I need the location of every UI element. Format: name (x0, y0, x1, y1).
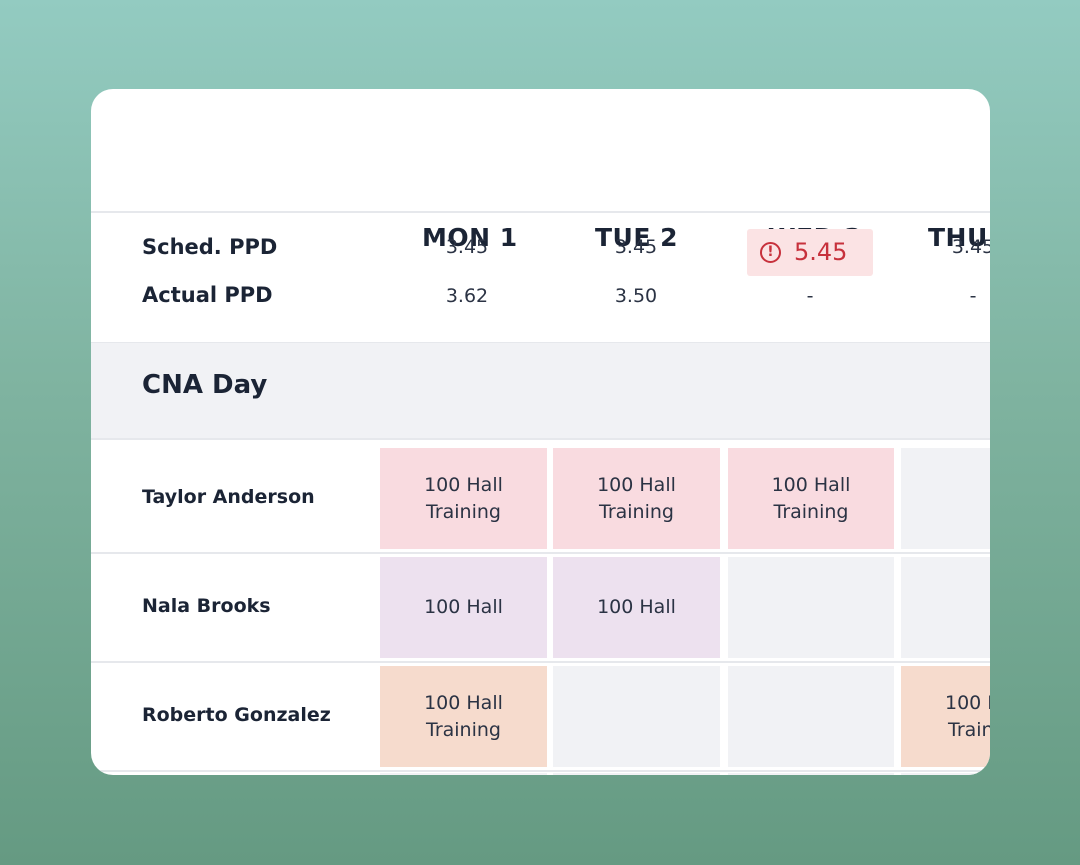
section-divider-bottom (91, 438, 990, 440)
schedule-card: MON 1 TUE 2 WED 3 THU Sched. PPD Actual … (91, 89, 990, 775)
shift-cell[interactable]: 100 Hall (380, 557, 547, 658)
empty-shift-cell[interactable] (553, 666, 720, 767)
staff-name-taylor-anderson[interactable]: Taylor Anderson (142, 486, 315, 508)
sched-ppd-wed: 5.45 (794, 238, 848, 266)
section-title: CNA Day (142, 370, 268, 400)
day-header-tue[interactable]: TUE 2 (595, 223, 679, 252)
shift-cell[interactable]: 100 Hall Training (380, 448, 547, 549)
row-divider (91, 770, 990, 772)
shift-location: 100 Hall (424, 596, 503, 618)
shift-location: 100 Hall (424, 691, 503, 714)
sched-ppd-mon: 3.45 (445, 236, 489, 258)
sched-ppd-tue: 3.45 (614, 236, 658, 258)
shift-location: 100 Hall (424, 473, 503, 496)
empty-shift-cell[interactable] (728, 666, 894, 767)
shift-cell[interactable]: 100 Hall (553, 557, 720, 658)
actual-ppd-wed: - (806, 285, 814, 307)
shift-location: 100 Hall (597, 473, 676, 496)
shift-location: 100 Hall (945, 691, 990, 714)
sched-ppd-wed-alert[interactable]: ! 5.45 (747, 229, 873, 276)
row-divider (91, 552, 990, 554)
day-header-thu[interactable]: THU (928, 223, 988, 252)
header-divider (91, 211, 990, 213)
sched-ppd-label: Sched. PPD (142, 235, 278, 259)
empty-shift-cell (380, 773, 547, 775)
shift-cell[interactable]: 100 Hall Training (901, 666, 990, 767)
shift-location: 100 Hall (597, 596, 676, 618)
actual-ppd-tue: 3.50 (614, 285, 658, 307)
shift-location: 100 Hall (771, 473, 851, 496)
shift-cell[interactable]: 100 Hall Training (553, 448, 720, 549)
shift-type: Training (426, 500, 501, 523)
day-header-mon[interactable]: MON 1 (422, 223, 518, 252)
alert-circle-icon: ! (760, 242, 781, 263)
actual-ppd-label: Actual PPD (142, 283, 273, 307)
sched-ppd-thu: 3.45 (951, 236, 990, 258)
shift-type: Training (773, 500, 849, 523)
row-divider (91, 661, 990, 663)
actual-ppd-mon: 3.62 (445, 285, 489, 307)
shift-type: Training (948, 718, 990, 741)
shift-type: Training (599, 500, 674, 523)
staff-name-roberto-gonzalez[interactable]: Roberto Gonzalez (142, 704, 331, 726)
staff-name-nala-brooks[interactable]: Nala Brooks (142, 595, 271, 617)
empty-shift-cell (728, 773, 894, 775)
empty-shift-cell[interactable] (901, 448, 990, 549)
shift-cell[interactable]: 100 Hall Training (728, 448, 894, 549)
shift-cell[interactable]: 100 Hall Training (380, 666, 547, 767)
empty-shift-cell[interactable] (901, 557, 990, 658)
empty-shift-cell[interactable] (728, 557, 894, 658)
empty-shift-cell (901, 773, 990, 775)
actual-ppd-thu: - (969, 285, 977, 307)
section-header: CNA Day (91, 343, 990, 439)
shift-type: Training (426, 718, 501, 741)
empty-shift-cell (553, 773, 720, 775)
